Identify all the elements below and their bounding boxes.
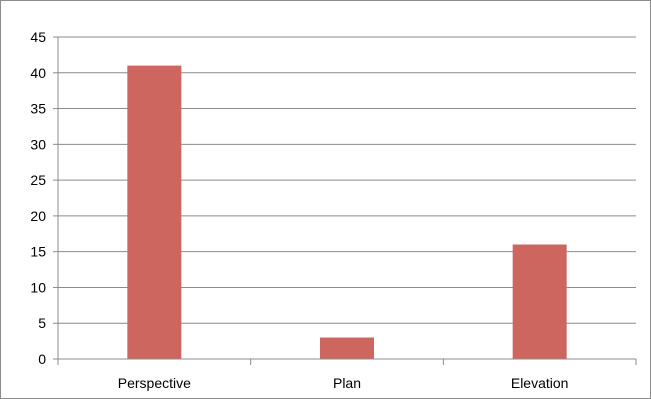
y-tick-label: 20 — [30, 208, 46, 224]
y-tick-label: 10 — [30, 279, 46, 295]
y-tick-label: 35 — [30, 101, 46, 117]
bars — [127, 65, 567, 359]
y-tick-label: 15 — [30, 244, 46, 260]
y-tick-label: 45 — [30, 29, 46, 45]
x-axis-tick-labels: Perspective Plan Elevation — [118, 375, 569, 391]
x-tick-label: Plan — [333, 375, 361, 391]
y-tick-label: 25 — [30, 172, 46, 188]
y-axis-tick-labels: 0 5 10 15 20 25 30 35 40 45 — [30, 29, 46, 367]
x-tick-label: Perspective — [118, 375, 191, 391]
y-tick-label: 0 — [38, 351, 46, 367]
bar-perspective — [127, 65, 182, 359]
y-tick-label: 30 — [30, 136, 46, 152]
axes — [53, 36, 637, 365]
bar-plan — [320, 337, 374, 359]
y-tick-label: 5 — [38, 315, 46, 331]
bar-elevation — [512, 244, 567, 359]
x-tick-label: Elevation — [511, 375, 569, 391]
y-tick-label: 40 — [30, 65, 46, 81]
